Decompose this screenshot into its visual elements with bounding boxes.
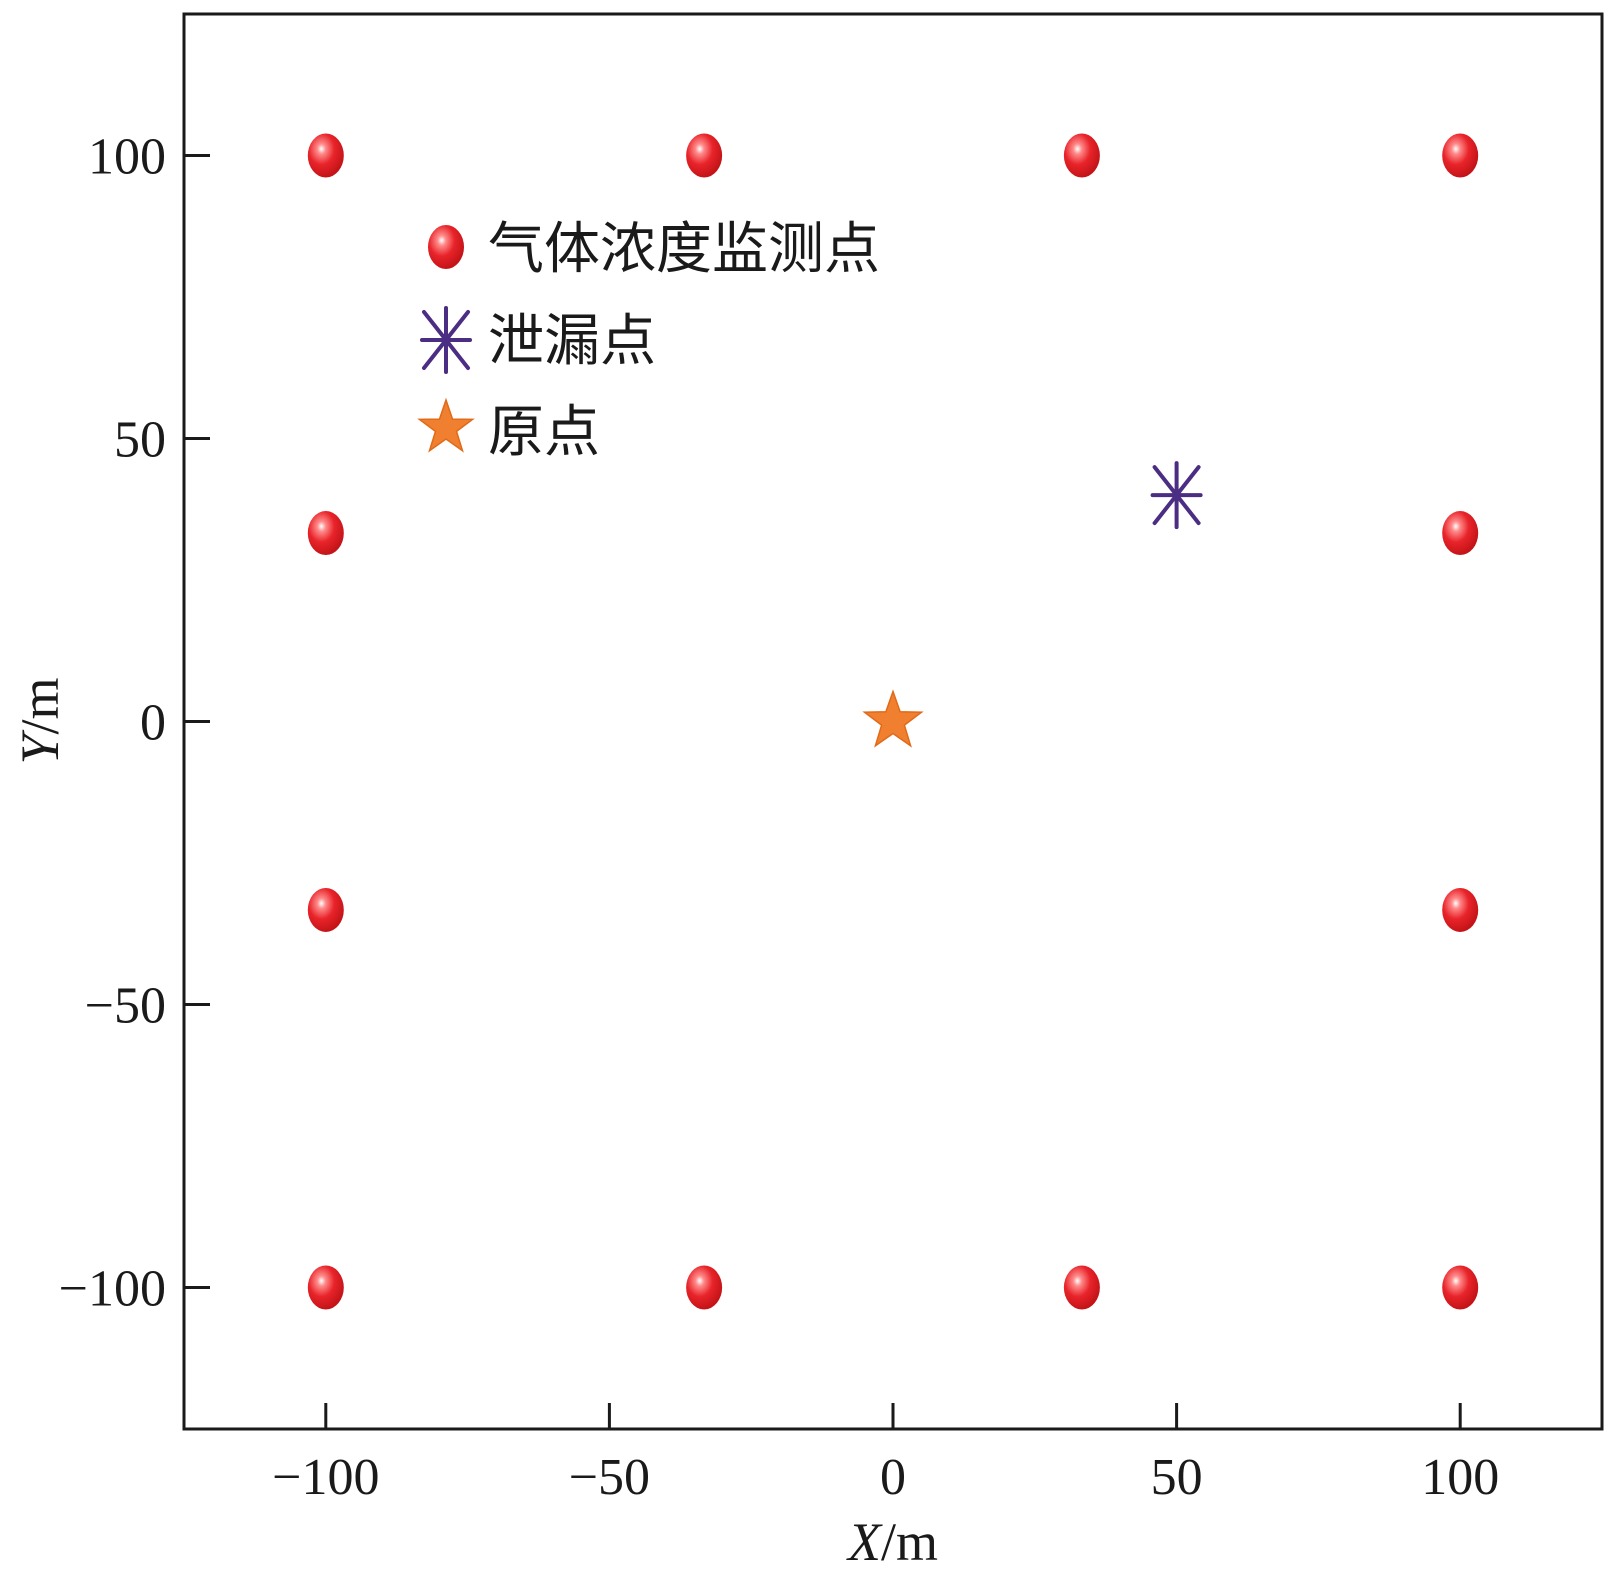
legend-star-marker: [417, 397, 475, 453]
legend-sphere-marker: [428, 225, 464, 269]
x-tick-label: −50: [569, 1449, 650, 1506]
legend-item-origin: 原点: [417, 397, 600, 465]
y-tick-label: 0: [140, 695, 166, 752]
y-axis-title: Y/m: [10, 677, 70, 764]
legend-item-monitoring: 气体浓度监测点: [428, 217, 880, 282]
origin-point: [862, 689, 924, 748]
data-points: [307, 133, 1479, 1310]
monitoring-point: [1442, 133, 1479, 178]
legend: 气体浓度监测点 泄漏点 原点: [417, 217, 880, 465]
y-tick-label: 100: [88, 129, 166, 186]
x-axis-title: X/m: [846, 1512, 938, 1571]
y-axis-ticks: −100 −50 0 50 100: [59, 129, 210, 1318]
monitoring-point: [1442, 1265, 1479, 1310]
legend-asterisk-marker: [420, 306, 472, 374]
monitoring-point: [307, 511, 344, 556]
x-tick-label: 50: [1151, 1449, 1203, 1506]
x-tick-label: 0: [880, 1449, 906, 1506]
x-axis-var: X: [846, 1512, 883, 1571]
monitoring-point: [1063, 133, 1100, 178]
monitoring-point: [1442, 511, 1479, 556]
y-tick-label: −50: [85, 978, 166, 1035]
y-tick-label: −100: [59, 1261, 166, 1318]
legend-label-monitoring: 气体浓度监测点: [488, 217, 880, 282]
x-tick-label: 100: [1421, 1449, 1499, 1506]
y-axis-var: Y: [10, 730, 70, 765]
monitoring-point: [686, 1265, 723, 1310]
legend-item-leak: 泄漏点: [420, 306, 656, 374]
legend-label-leak: 泄漏点: [488, 309, 656, 374]
y-axis-unit: /m: [10, 677, 70, 734]
x-axis-ticks: −100 −50 0 50 100: [272, 1403, 1499, 1506]
y-tick-label: 50: [114, 412, 166, 469]
monitoring-point: [307, 887, 344, 932]
monitoring-point: [1063, 1265, 1100, 1310]
monitoring-point: [1442, 887, 1479, 932]
x-axis-unit: /m: [881, 1512, 938, 1571]
monitoring-point: [307, 1265, 344, 1310]
monitoring-point: [307, 133, 344, 178]
legend-label-origin: 原点: [488, 400, 600, 465]
leak-point: [1150, 461, 1203, 530]
monitoring-point: [686, 133, 723, 178]
x-tick-label: −100: [272, 1449, 379, 1506]
